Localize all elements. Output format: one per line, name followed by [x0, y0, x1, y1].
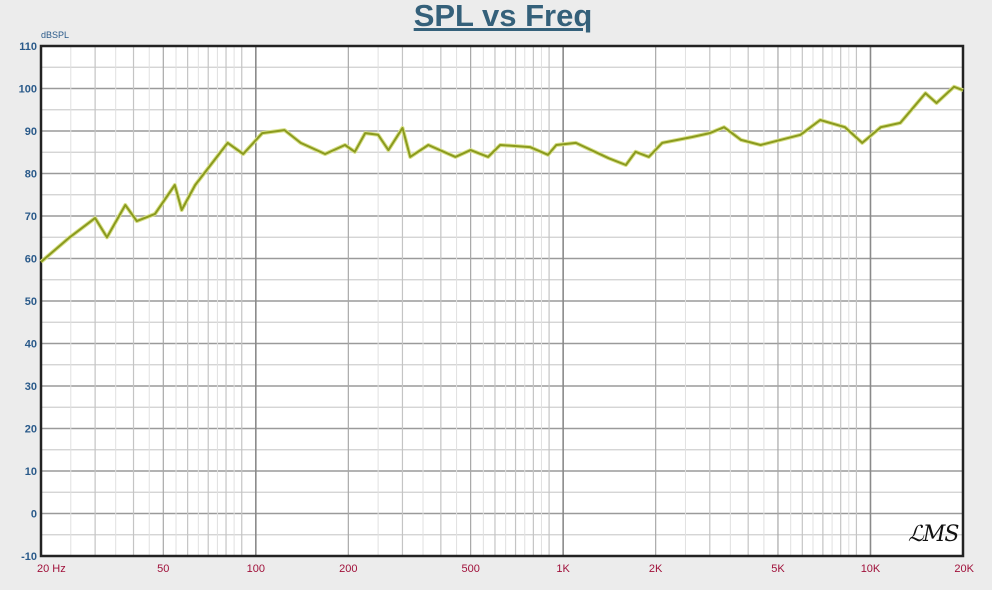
y-tick-label: -10 [21, 551, 37, 563]
x-tick-label: 200 [339, 563, 357, 575]
y-tick-label: 60 [25, 254, 37, 266]
x-tick-label: 20K [954, 563, 974, 575]
y-tick-label: 0 [31, 509, 37, 521]
y-tick-label: 40 [25, 339, 37, 351]
y-tick-label: 20 [25, 424, 37, 436]
y-tick-label: 80 [25, 169, 37, 181]
y-tick-label: 30 [25, 381, 37, 393]
x-tick-label: 5K [771, 563, 785, 575]
y-tick-label: 100 [19, 84, 37, 96]
x-tick-label: 500 [461, 563, 479, 575]
x-tick-label: 1K [556, 563, 570, 575]
x-tick-label: 10K [861, 563, 881, 575]
plot-frame [39, 44, 965, 558]
y-tick-label: 50 [25, 296, 37, 308]
x-tick-label: 20 Hz [37, 563, 66, 575]
y-axis-unit-label: dBSPL [41, 30, 70, 40]
x-tick-label: 50 [157, 563, 169, 575]
y-tick-label: 90 [25, 126, 37, 138]
spl-curve [40, 85, 964, 263]
y-tick-label: 110 [19, 41, 37, 53]
x-tick-label: 2K [649, 563, 663, 575]
lms-logo: ℒMS [908, 522, 959, 547]
y-tick-label: 10 [25, 466, 37, 478]
y-tick-label: 70 [25, 211, 37, 223]
x-tick-label: 100 [247, 563, 265, 575]
chart-title: SPL vs Freq [413, 0, 593, 33]
